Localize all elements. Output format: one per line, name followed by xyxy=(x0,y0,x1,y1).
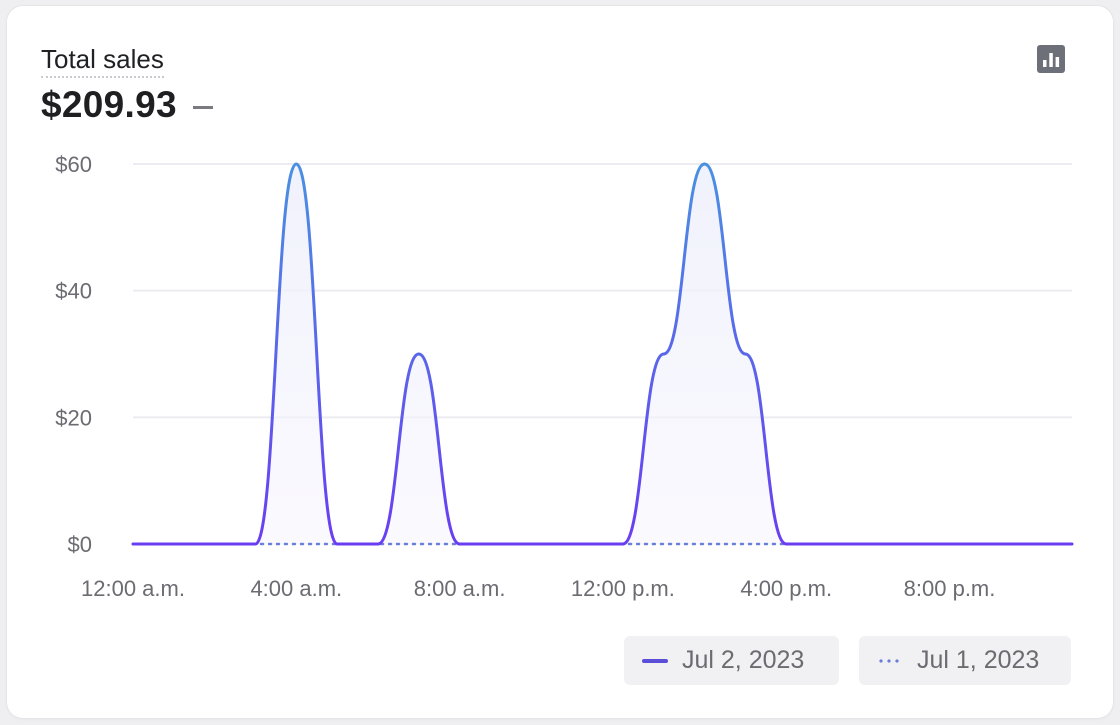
x-tick-label: 8:00 a.m. xyxy=(414,576,506,601)
x-tick-label: 12:00 a.m. xyxy=(81,576,185,601)
series-line-current xyxy=(131,162,1074,546)
x-tick-label: 4:00 a.m. xyxy=(250,576,342,601)
y-tick-label: $40 xyxy=(55,279,92,304)
dotted-line-swatch xyxy=(877,658,903,663)
total-sales-value: $209.93 xyxy=(41,84,177,125)
legend-label-comparison: Jul 1, 2023 xyxy=(917,646,1040,674)
legend-label-current: Jul 2, 2023 xyxy=(682,646,805,674)
solid-line-swatch xyxy=(642,658,668,663)
series-area-current xyxy=(133,164,1072,544)
y-tick-label: $20 xyxy=(55,405,92,430)
y-tick-label: $60 xyxy=(55,152,92,177)
legend-item-current[interactable]: Jul 2, 2023 xyxy=(624,636,839,685)
x-tick-label: 4:00 p.m. xyxy=(740,576,832,601)
total-sales-card: Total sales $209.93 Jul 2, 2023 Jul 1, 2… xyxy=(7,6,1113,718)
bar-chart-icon[interactable] xyxy=(1036,44,1066,74)
legend-item-comparison[interactable]: Jul 1, 2023 xyxy=(859,636,1071,685)
x-tick-label: 8:00 p.m. xyxy=(904,576,996,601)
change-indicator-dash xyxy=(192,105,213,109)
y-tick-label: $0 xyxy=(68,532,92,557)
card-title[interactable]: Total sales xyxy=(41,44,164,78)
x-tick-label: 12:00 p.m. xyxy=(571,576,675,601)
total-row: $209.93 xyxy=(41,84,213,126)
